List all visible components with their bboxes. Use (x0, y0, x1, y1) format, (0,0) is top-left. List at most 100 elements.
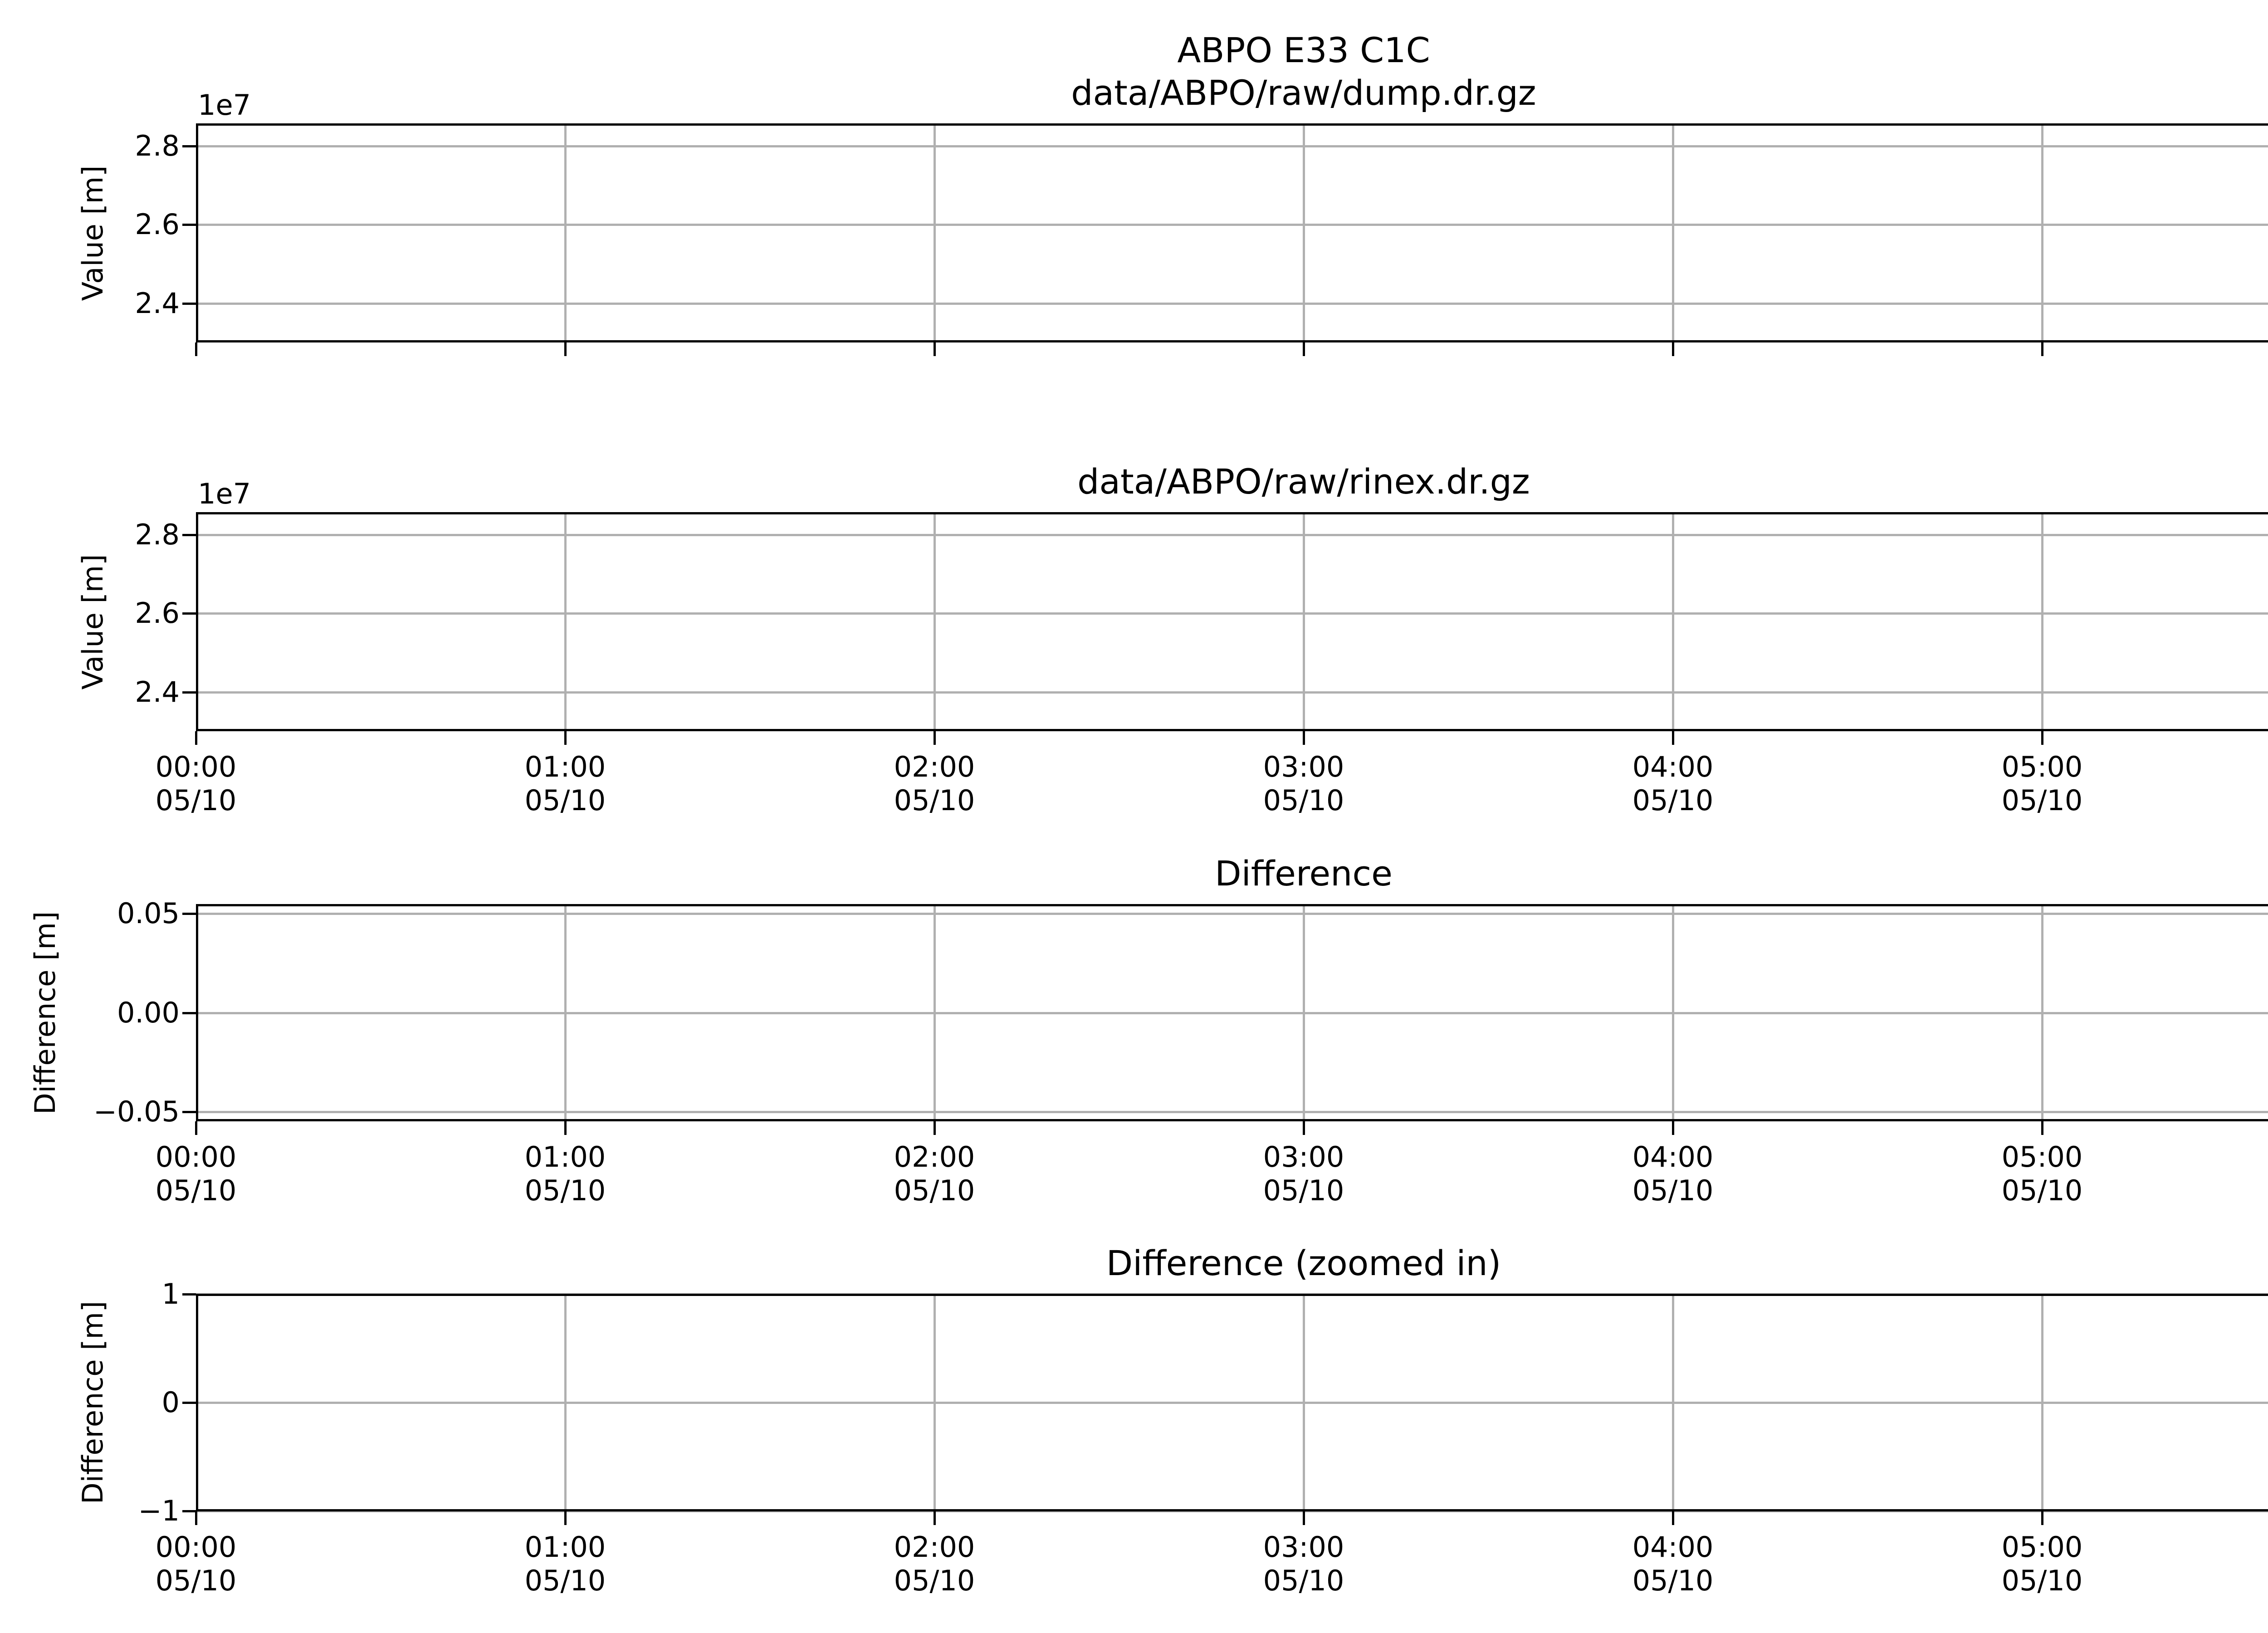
x-tick-mark (564, 731, 567, 745)
y-tick-mark (182, 691, 196, 694)
gridline-horizontal (196, 913, 2268, 915)
x-tick-date: 05/10 (1632, 1174, 1714, 1207)
axes-3-plot-area (196, 904, 2268, 1121)
x-tick-mark (1672, 1511, 1674, 1525)
x-tick-mark (934, 342, 936, 356)
y-tick-mark (182, 1510, 196, 1512)
x-tick-date: 05/10 (155, 1174, 237, 1207)
x-tick-mark (1303, 731, 1305, 745)
x-tick-date: 05/10 (1263, 1564, 1344, 1597)
x-tick-time: 00:00 (155, 750, 237, 783)
gridline-vertical (934, 904, 936, 1121)
x-tick-mark (2041, 1511, 2043, 1525)
y-tick-label: 0.05 (117, 897, 180, 930)
x-tick-mark (934, 1511, 936, 1525)
x-tick-mark (934, 1121, 936, 1135)
x-tick-date: 05/10 (2001, 1564, 2083, 1597)
y-tick-mark (182, 1012, 196, 1014)
gridline-vertical (564, 904, 567, 1121)
x-tick-label: 01:00 05/10 (452, 1530, 679, 1598)
y-tick-label: −1 (138, 1494, 180, 1527)
x-tick-label: 02:00 05/10 (821, 750, 1048, 817)
x-tick-label: 04:00 05/10 (1559, 750, 1786, 817)
axes-4-plot-area (196, 1294, 2268, 1511)
x-tick-mark (2041, 731, 2043, 745)
y-tick-label: 1 (161, 1277, 180, 1310)
y-tick-label: 2.6 (135, 208, 180, 241)
x-tick-label: 04:00 05/10 (1559, 1530, 1786, 1598)
gridline-vertical (2041, 904, 2043, 1121)
subplot-1-title: ABPO E33 C1C data/ABPO/raw/dump.dr.gz (1071, 30, 1536, 113)
x-tick-mark (2041, 1121, 2043, 1135)
gridline-horizontal (196, 145, 2268, 147)
gridline-vertical (934, 1294, 936, 1511)
x-tick-time: 00:00 (155, 1530, 237, 1564)
y-tick-mark (182, 612, 196, 615)
x-tick-label: 00:00 05/10 (83, 750, 309, 817)
gridline-vertical (1672, 904, 1674, 1121)
gridline-vertical (1672, 123, 1674, 342)
axis-offset-text: 1e7 (198, 477, 251, 510)
gridline-vertical (1672, 512, 1674, 731)
y-tick-mark (182, 913, 196, 915)
gridline-vertical (2041, 512, 2043, 731)
x-tick-mark (564, 342, 567, 356)
x-tick-label: 01:00 05/10 (452, 1140, 679, 1208)
y-tick-mark (182, 1402, 196, 1404)
gridline-vertical (1303, 123, 1305, 342)
x-tick-label: 02:00 05/10 (821, 1140, 1048, 1208)
x-tick-time: 02:00 (894, 1140, 975, 1173)
x-tick-date: 05/10 (2001, 784, 2083, 817)
axis-offset-text: 1e7 (198, 88, 251, 122)
axes-2-plot-area (196, 512, 2268, 731)
x-tick-date: 05/10 (524, 784, 606, 817)
x-tick-time: 03:00 (1263, 1530, 1344, 1564)
x-tick-mark (564, 1511, 567, 1525)
gridline-vertical (1303, 1294, 1305, 1511)
x-tick-date: 05/10 (1263, 1174, 1344, 1207)
x-tick-mark (934, 731, 936, 745)
subplot-4-title: Difference (zoomed in) (1106, 1243, 1501, 1283)
y-tick-label: 2.4 (135, 675, 180, 709)
y-tick-label: 0.00 (117, 996, 180, 1029)
x-tick-label: 04:00 05/10 (1559, 1140, 1786, 1208)
x-tick-label: 00:00 05/10 (83, 1140, 309, 1208)
x-tick-mark (2041, 342, 2043, 356)
gridline-horizontal (196, 691, 2268, 694)
x-tick-time: 03:00 (1263, 1140, 1344, 1173)
x-tick-time: 02:00 (894, 750, 975, 783)
x-tick-time: 03:00 (1263, 750, 1344, 783)
x-tick-label: 00:00 05/10 (83, 1530, 309, 1598)
x-tick-date: 05/10 (155, 1564, 237, 1597)
x-tick-label: 05:00 05/10 (1929, 1530, 2156, 1598)
axes-1-plot-area (196, 123, 2268, 342)
subplot-2-title: data/ABPO/raw/rinex.dr.gz (1077, 461, 1530, 502)
subplot-3-title: Difference (1215, 853, 1393, 894)
gridline-vertical (1303, 512, 1305, 731)
y-tick-label: 2.8 (135, 518, 180, 551)
y-tick-mark (182, 1111, 196, 1113)
x-tick-date: 05/10 (894, 784, 975, 817)
gridline-vertical (564, 123, 567, 342)
x-tick-date: 05/10 (2001, 1174, 2083, 1207)
x-tick-mark (195, 731, 197, 745)
x-tick-label: 03:00 05/10 (1190, 1530, 1417, 1598)
x-tick-time: 00:00 (155, 1140, 237, 1173)
x-tick-time: 05:00 (2001, 1530, 2083, 1564)
x-tick-label: 01:00 05/10 (452, 750, 679, 817)
x-tick-date: 05/10 (894, 1564, 975, 1597)
y-tick-mark (182, 534, 196, 536)
y-tick-label: 2.4 (135, 287, 180, 320)
gridline-vertical (934, 123, 936, 342)
gridline-vertical (1303, 904, 1305, 1121)
gridline-horizontal (196, 1111, 2268, 1113)
y-tick-label: −0.05 (93, 1095, 180, 1128)
x-tick-time: 04:00 (1632, 1530, 1714, 1564)
gridline-vertical (1672, 1294, 1674, 1511)
x-tick-mark (1303, 1511, 1305, 1525)
x-tick-date: 05/10 (524, 1174, 606, 1207)
y-tick-mark (182, 303, 196, 305)
x-tick-date: 05/10 (1632, 1564, 1714, 1597)
x-tick-mark (195, 342, 197, 356)
